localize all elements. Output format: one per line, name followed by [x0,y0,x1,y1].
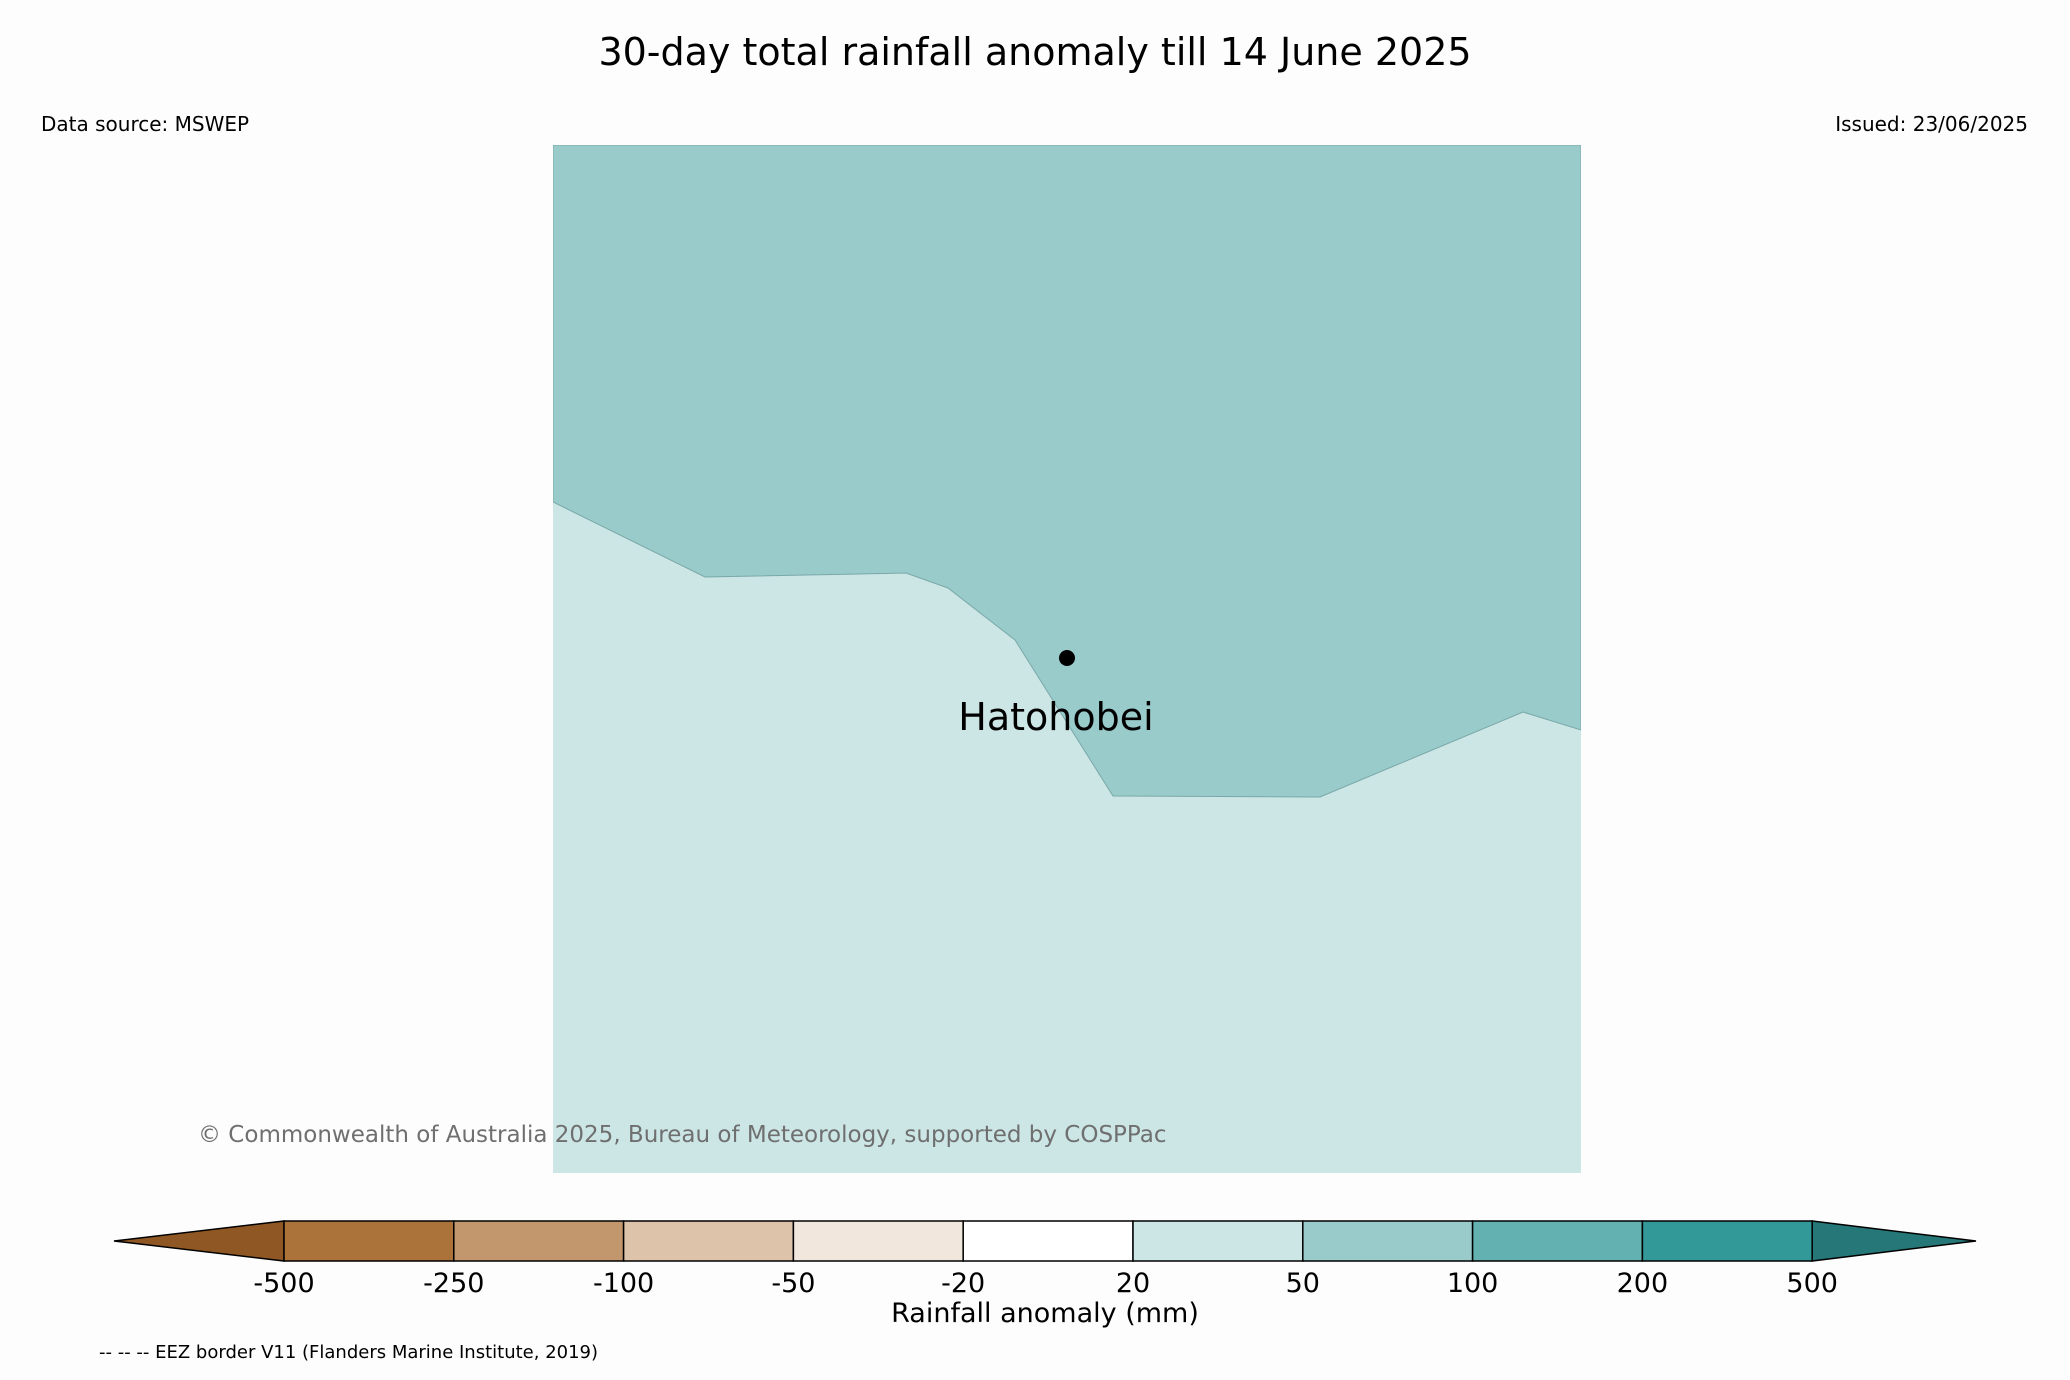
colorbar-segment [1132,1220,1304,1262]
colorbar-tick-label: 500 [1786,1268,1838,1295]
colorbar-segment [1641,1220,1813,1262]
location-label: Hatohobei [958,695,1153,739]
data-source-label: Data source: MSWEP [41,112,250,136]
colorbar-segment [283,1220,455,1262]
colorbar-extend-high [1811,1220,1977,1262]
colorbar-tick-label: -250 [423,1268,484,1295]
colorbar-segment [1471,1220,1644,1262]
colorbar-tick-label: 100 [1447,1268,1499,1295]
colorbar-tick-label: -500 [253,1268,314,1295]
colorbar-segment [962,1220,1134,1262]
copyright-notice: © Commonwealth of Australia 2025, Bureau… [198,1122,1167,1148]
colorbar-tick-label: 200 [1617,1268,1669,1295]
colorbar-tick-label: 50 [1286,1268,1320,1295]
rainfall-anomaly-map: Hatohobei [553,145,1581,1173]
location-marker [1059,650,1075,666]
colorbar-axis-label: Rainfall anomaly (mm) [891,1298,1199,1329]
issued-date-label: Issued: 23/06/2025 [1835,112,2028,136]
page-title: 30-day total rainfall anomaly till 14 Ju… [598,30,1472,74]
colorbar-tick-label: -100 [593,1268,654,1295]
colorbar-segment [453,1220,625,1262]
colorbar-segment [792,1220,964,1262]
colorbar-segment [622,1220,795,1262]
colorbar-tick-label: -50 [771,1268,815,1295]
colorbar-tick-label: 20 [1116,1268,1150,1295]
colorbar-tick-label: -20 [941,1268,985,1295]
anomaly-region-50-100 [553,145,1581,798]
colorbar-extend-low [113,1220,285,1262]
eez-border-note: -- -- -- EEZ border V11 (Flanders Marine… [99,1342,599,1363]
colorbar-segment [1302,1220,1474,1262]
colorbar: -500 -250 -100 -50 -20 20 50 100 200 500 [113,1220,1977,1295]
